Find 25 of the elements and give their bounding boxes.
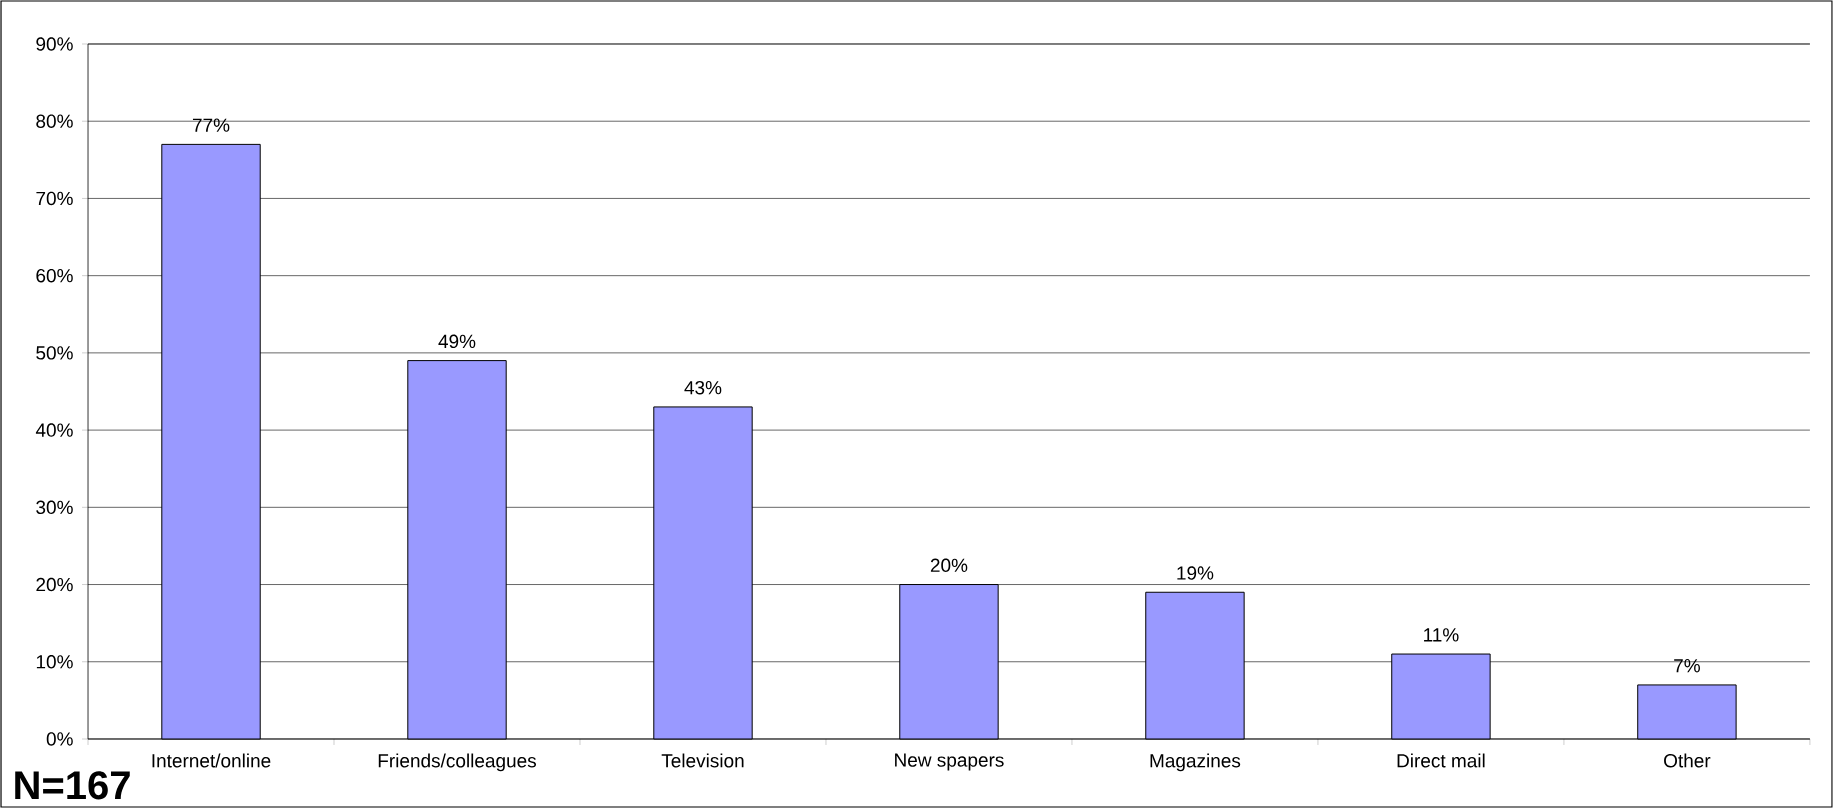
y-tick-label: 10%	[36, 655, 73, 669]
data-label: 20%	[930, 558, 968, 573]
y-tick-label: 0%	[46, 732, 73, 746]
y-tick-label: 30%	[36, 500, 73, 515]
x-tick-label: Television	[661, 753, 744, 768]
data-label: 49%	[438, 334, 476, 349]
data-label: 7%	[1674, 659, 1700, 673]
y-tick-label: 50%	[36, 346, 73, 360]
y-tick-label: 60%	[36, 268, 73, 283]
data-label: 11%	[1424, 628, 1459, 642]
x-tick-label: Direct mail	[1397, 753, 1485, 768]
x-tick-label: New spapers	[895, 753, 1004, 771]
y-tick-label: 70%	[36, 191, 73, 206]
data-label: 43%	[684, 380, 722, 395]
y-tick-label: 40%	[35, 423, 73, 437]
y-tick-label: 90%	[36, 37, 73, 51]
data-label: 19%	[1177, 566, 1214, 580]
y-tick-label: 80%	[36, 114, 73, 128]
x-tick-label: Friends/colleagues	[378, 753, 537, 772]
x-tick-label: Internet/online	[152, 753, 271, 768]
x-tick-label: Magazines	[1150, 753, 1241, 772]
y-tick-label: 20%	[36, 577, 73, 592]
text: N=167	[15, 771, 130, 800]
x-tick-label: Other	[1664, 753, 1711, 768]
data-label: 77%	[192, 118, 230, 132]
